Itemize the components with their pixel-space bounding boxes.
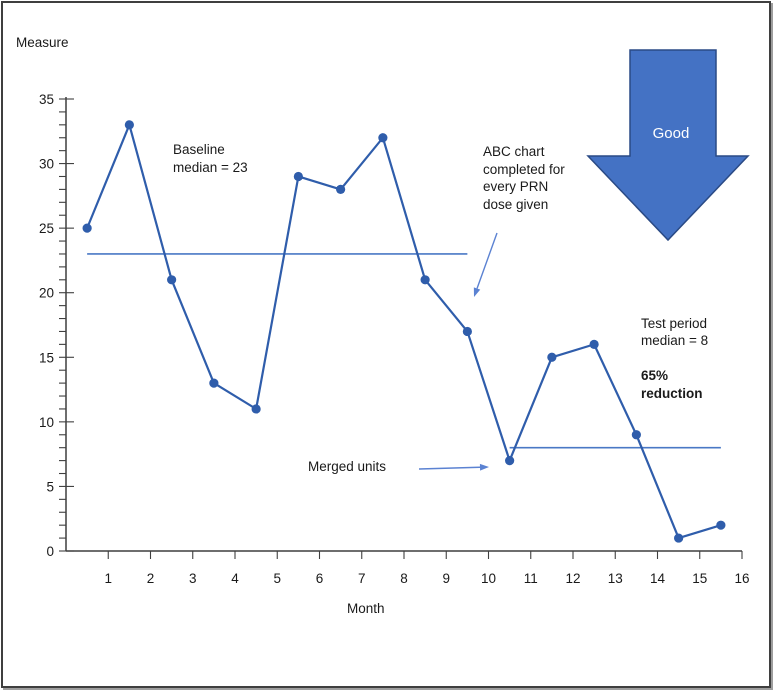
merged-leader-arrow-head-icon [479, 463, 489, 471]
good-direction-arrow: Good [586, 49, 750, 242]
x-tick-label: 9 [442, 571, 450, 586]
x-tick-label: 13 [608, 571, 623, 586]
test-period-text: Test period median = 8 [641, 315, 709, 349]
data-point-marker [251, 404, 261, 414]
data-point-marker [505, 456, 515, 466]
measure-series-line [86, 123, 722, 540]
down-block-arrow-icon [586, 49, 750, 242]
y-tick-label: 5 [46, 479, 54, 494]
data-point-marker [336, 184, 346, 194]
y-axis-title: Measure [16, 35, 69, 50]
y-tick-label: 25 [39, 221, 54, 236]
y-tick-label: 10 [39, 415, 54, 430]
x-tick-label: 15 [692, 571, 707, 586]
x-tick-label: 1 [104, 571, 112, 586]
x-tick-label: 4 [231, 571, 239, 586]
data-point-marker [293, 171, 303, 182]
x-tick-label: 7 [358, 571, 366, 586]
x-tick-label: 14 [650, 571, 666, 586]
x-tick-label: 10 [481, 571, 496, 586]
y-tick-label: 35 [39, 92, 54, 107]
y-tick-label: 0 [46, 544, 54, 559]
data-point-marker [547, 352, 557, 362]
data-point-marker [209, 378, 219, 388]
y-tick-label: 15 [39, 350, 54, 365]
abc-leader-arrow-head-icon [473, 287, 481, 297]
x-tick-label: 2 [147, 571, 155, 586]
data-point-marker [82, 223, 92, 233]
y-tick-label: 20 [39, 286, 54, 301]
data-point-marker [589, 339, 599, 349]
baseline-median-annotation: Baseline median = 23 [173, 142, 248, 175]
x-axis-title: Month [347, 601, 385, 616]
data-point-marker [378, 133, 388, 143]
x-tick-label: 8 [400, 571, 408, 586]
abc-leader-arrow [476, 232, 498, 289]
data-point-marker [124, 120, 134, 130]
abc-chart-annotation: ABC chart completed for every PRN dose g… [483, 144, 565, 212]
test-period-bold-text: 65% reduction [641, 368, 703, 401]
x-tick-label: 16 [734, 571, 749, 586]
x-tick-label: 12 [565, 571, 580, 586]
x-tick-label: 11 [524, 571, 538, 586]
merged-leader-arrow [418, 466, 481, 470]
data-point-marker [631, 430, 641, 440]
x-tick-label: 5 [273, 571, 281, 586]
y-tick-label: 30 [39, 157, 54, 172]
data-point-marker [462, 326, 472, 337]
merged-units-annotation: Merged units [308, 459, 387, 474]
data-point-marker [420, 275, 430, 285]
test-period-annotation: Test period median = 8 65% reduction [641, 297, 708, 420]
x-tick-label: 3 [189, 571, 197, 586]
x-tick-label: 6 [316, 571, 324, 586]
data-point-marker [674, 533, 684, 543]
data-point-marker [167, 275, 177, 285]
good-arrow-label: Good [653, 125, 690, 142]
data-point-marker [716, 520, 726, 530]
